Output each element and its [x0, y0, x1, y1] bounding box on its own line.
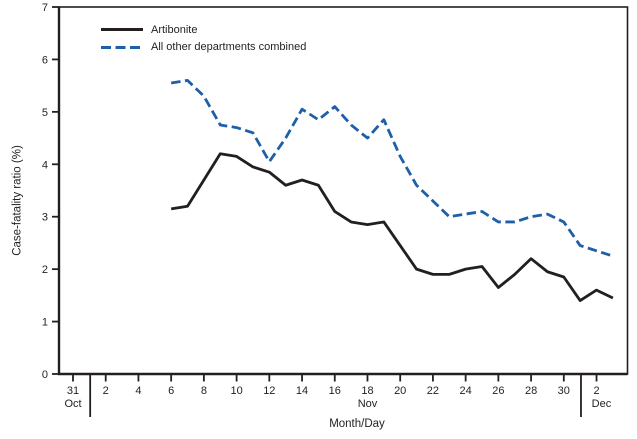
x-tick-label: 22	[427, 385, 439, 397]
y-tick-label: 6	[42, 54, 48, 66]
x-tick-label: 31	[67, 385, 79, 397]
y-tick-label: 7	[42, 2, 48, 14]
x-tick-label: 24	[460, 385, 472, 397]
dashed-line-swatch	[101, 45, 143, 49]
x-tick-label: 18	[361, 385, 373, 397]
x-tick-label: 28	[525, 385, 537, 397]
x-tick-label: 2	[103, 385, 109, 397]
x-tick-label: 12	[263, 385, 275, 397]
x-axis-title: Month/Day	[329, 418, 385, 430]
legend: Artibonite All other departments combine…	[101, 21, 306, 56]
legend-label-artibonite: Artibonite	[151, 23, 198, 36]
plot-border	[58, 6, 629, 375]
y-tick-label: 4	[42, 159, 48, 171]
y-axis-title: Case-fatality ratio (%)	[11, 145, 24, 256]
x-tick-label: 16	[329, 385, 341, 397]
x-tick-label: 26	[492, 385, 504, 397]
month-label: Oct	[64, 398, 81, 410]
x-tick-label: 8	[201, 385, 207, 397]
y-tick-label: 3	[42, 212, 48, 224]
x-tick-label: 10	[230, 385, 242, 397]
solid-line-swatch	[101, 28, 143, 32]
y-tick-label: 5	[42, 107, 48, 119]
legend-label-other-departments: All other departments combined	[151, 41, 307, 54]
y-tick-label: 2	[42, 264, 48, 276]
x-tick-label: 20	[394, 385, 406, 397]
y-tick-label: 1	[42, 317, 48, 329]
x-tick-label: 30	[558, 385, 570, 397]
series-line-solid	[170, 152, 614, 303]
x-tick-label: 14	[296, 385, 308, 397]
legend-row-artibonite: Artibonite	[101, 21, 306, 39]
legend-row-other-departments: All other departments combined	[101, 39, 306, 57]
x-tick-label: 4	[135, 385, 141, 397]
x-tick-label: 2	[593, 385, 599, 397]
x-tick-label: 6	[168, 385, 174, 397]
series-line-dashed	[170, 79, 614, 258]
y-tick-label: 0	[42, 369, 48, 381]
month-label: Dec	[592, 398, 612, 410]
month-label: Nov	[358, 398, 378, 410]
